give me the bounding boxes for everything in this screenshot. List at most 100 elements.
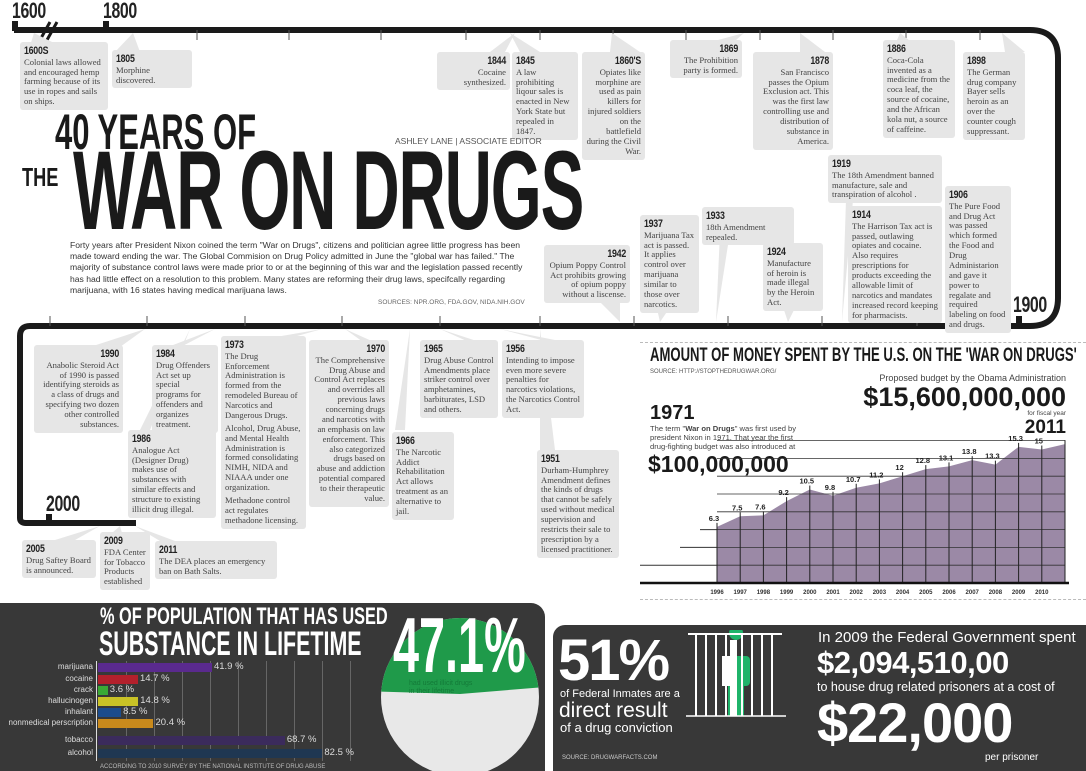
usage-title-2: SUBSTANCE IN LIFETIME [99,625,362,663]
data-label: 11.2 [869,470,883,479]
timeline-event: 1951 Durham-Humphrey Amendment defines th… [537,450,619,558]
sources: SOURCES: NPR.ORG, FDA.GOV, NIDA.NIH.GOV [378,299,525,306]
tick-label: 2004 [896,590,910,596]
timeline-event: 1886 Coca-Cola invented as a medicine fro… [883,40,955,138]
timeline-marker-1800: 1800 [103,0,137,23]
bar-category-label: alcohol [67,748,93,757]
gridline [126,661,127,761]
bar-value-label: 8.5 % [123,706,148,717]
gridline [238,661,239,761]
data-label: 13.3 [985,452,1000,461]
data-label: 13.8 [962,447,977,456]
bar-category-label: nonmedical perscription [8,718,94,727]
money-title: AMOUNT OF MONEY SPENT BY THE U.S. ON THE… [650,345,1077,366]
bar-nonmedical-perscription [98,719,154,728]
timeline-event: 1600S Colonial laws allowed and encourage… [20,42,108,111]
data-label: 9.8 [825,483,835,492]
data-label: 15 [1035,437,1043,446]
timeline-event: 1924 Manufacture of heroin is made illega… [763,243,823,312]
timeline-event: 1970 The Comprehensive Drug Abuse and Con… [309,340,389,507]
spent-intro: In 2009 the Federal Government spent [818,629,1076,646]
y-axis [96,661,97,761]
timeline-event: 1898 The German drug company Bayer sells … [963,52,1025,140]
bar-category-label: inhalant [64,707,93,716]
bar-value-label: 82.5 % [324,747,354,758]
page-title: WAR ON DRUGS [73,128,584,253]
timeline-event: 1906 The Pure Food and Drug Act was passe… [945,186,1011,334]
timeline-event: 1933 18th Amendment repealed. [702,207,794,246]
data-label: 7.5 [732,503,742,512]
prison-panel [553,625,1086,771]
gridline [350,661,351,761]
house-text: to house drug related prisoners at a cos… [817,680,1055,694]
timeline-event: 1860'S Opiates like morphine are used as … [582,52,645,160]
timeline-marker-2000: 2000 [46,491,80,516]
prisoner-behind-bars-icon [686,630,786,717]
data-label: 7.6 [755,502,765,511]
timeline-marker-1900: 1900 [1013,292,1047,317]
usage-bar-chart: marijuana 41.9 % cocaine 14.7 % crack 3.6 % ha… [0,661,370,764]
tick-label: 2007 [966,590,980,596]
bar-value-label: 3.6 % [109,684,135,695]
bar-hallucinogen [98,697,139,706]
bar-marijuana [98,663,212,672]
bar-value-label: 20.4 % [155,717,186,728]
inmates-line2: direct result [559,699,668,722]
gridline [182,661,183,761]
timeline-event: 1984 Drug Offenders Act set up special pr… [152,345,218,433]
tick-label: 2005 [919,590,933,596]
timeline-event: 1990 Anabolic Steroid Act of 1990 is pass… [34,345,123,433]
tick-label: 2001 [826,590,840,596]
timeline-marker-1600: 1600 [12,0,46,23]
data-label: 9.2 [778,488,788,497]
timeline-event: 1937 Marijuana Tax act is passed. It appl… [640,215,699,313]
fiscal-label: for fiscal year [1027,410,1066,417]
tick-label: 2009 [1012,590,1026,596]
bar-value-label: 14.7 % [139,673,170,684]
money-section [640,342,1086,600]
timeline-event: 2009 FDA Center for Tobacco Products esta… [100,532,150,591]
bar-value-label: 14.8 % [140,695,170,706]
gridline [210,661,211,761]
proposed-label: Proposed budget by the Obama Administrat… [879,373,1066,383]
bar-tobacco [98,736,285,745]
year-1971: 1971 [650,402,695,424]
timeline-event: 1966 The Narcotic Addict Rehabilitation A… [392,432,454,520]
text-1971: The term "War on Drugs" was first used b… [650,424,797,452]
bar-value-label: 68.7 % [286,734,317,745]
data-label: 10.7 [846,475,861,484]
gridline [322,661,323,761]
money-area-chart: 6.3 7.5 7.6 9.2 10.5 9.8 10.7 11.2 12 12.8 13.1 13.… [640,434,1069,596]
intro-text: Forty years after President Nixon coined… [70,240,523,295]
data-label: 12 [895,463,903,472]
gridline [266,661,267,761]
timeline-event: 1845 A law prohibiting liqour sales is en… [512,52,578,140]
timeline-event: 1956 Intending to impose even more severe… [502,340,584,418]
bar-category-label: marijuana [57,662,93,671]
bar-inhalant [98,708,122,717]
timeline-event: 1986 Analogue Act (Designer Drug) makes u… [128,430,216,518]
pie-value: 47.1% [393,601,526,689]
timeline-event: 1844 Cocaine synthesized. [437,52,510,91]
tick-label: 2008 [989,590,1003,596]
title-line1: 40 YEARS OF [55,104,257,160]
timeline-event: 1869 The Prohibition party is formed. [670,40,742,79]
timeline-event: 1914 The Harrison Tax act is passed, outl… [848,206,942,324]
inmates-line3: of a drug conviction [560,720,673,735]
tick-label: 1996 [710,590,724,596]
area-series [717,444,1065,583]
proposed-amount: $15,600,000,000 [863,382,1066,412]
bar-value-label: 41.9 % [213,661,244,672]
prison-source: SOURCE: DRUGWARFACTS.COM [562,755,658,761]
pie-caption: had used illicit drugs in their lifetime [409,680,473,696]
tick-label: 2006 [942,590,956,596]
data-label: 6.3 [709,514,719,523]
data-label: 12.8 [915,456,930,465]
tick-label: 2000 [803,590,817,596]
timeline-event: 1973 The Drug Enforcement Administration … [221,336,306,529]
spent-amount: $2,094,510,00 [817,645,1009,680]
tick-label: 1998 [757,590,771,596]
timeline-event: 1919 The 18th Amendment banned manufactur… [828,155,942,204]
money-source: SOURCE: HTTP://STOPTHEDRUGWAR.ORG/ [650,369,777,375]
data-label: 15.3 [1008,434,1023,443]
